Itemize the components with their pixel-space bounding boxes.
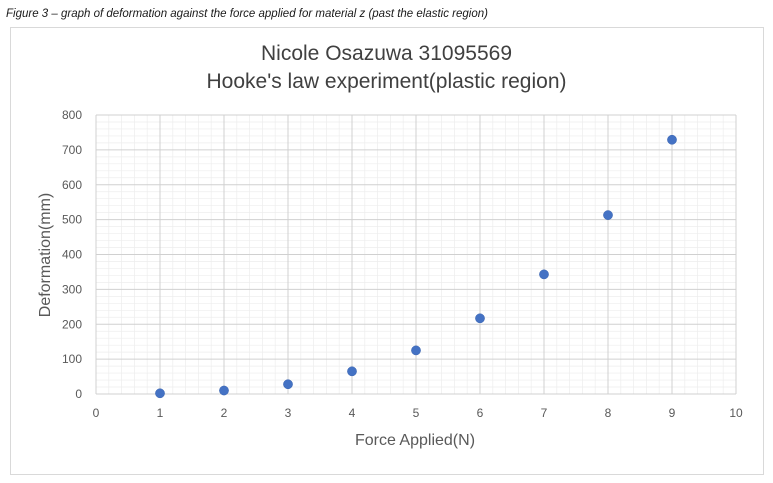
x-axis-label: Force Applied(N) — [355, 432, 475, 449]
x-tick-label: 2 — [221, 406, 228, 420]
major-gridlines — [95, 114, 737, 395]
y-tick-label: 300 — [62, 282, 82, 296]
x-tick-label: 9 — [669, 406, 676, 420]
x-tick-label: 3 — [285, 406, 292, 420]
y-tick-label: 400 — [62, 248, 82, 262]
data-point — [411, 345, 421, 356]
y-tick-label: 100 — [62, 352, 82, 366]
chart-title-line-1: Nicole Osazuwa 31095569 — [261, 42, 512, 65]
data-point — [347, 366, 357, 377]
x-tick-label: 6 — [477, 406, 484, 420]
y-tick-label: 0 — [75, 387, 82, 401]
data-point — [603, 210, 613, 220]
y-tick-labels: 0 100 200 300 400 500 600 700 800 — [62, 108, 82, 401]
y-tick-label: 200 — [62, 317, 82, 331]
data-point — [155, 388, 165, 399]
x-tick-label: 4 — [349, 406, 356, 420]
x-tick-label: 1 — [157, 406, 164, 420]
x-tick-labels: 0 1 2 3 4 5 6 7 8 9 10 — [93, 406, 743, 420]
x-tick-label: 5 — [413, 406, 420, 420]
y-tick-label: 500 — [62, 213, 82, 227]
data-point — [539, 269, 549, 280]
figure-caption: Figure 3 – graph of deformation against … — [6, 8, 488, 20]
chart-title-line-2: Hooke's law experiment(plastic region) — [206, 70, 567, 93]
data-point — [475, 313, 485, 324]
chart-frame — [10, 27, 764, 475]
data-point — [667, 134, 677, 145]
x-tick-label: 8 — [605, 406, 612, 420]
y-tick-label: 700 — [62, 143, 82, 157]
data-point — [219, 385, 229, 396]
x-tick-label: 10 — [729, 406, 743, 420]
data-point — [283, 379, 293, 390]
y-axis-label: Deformation(mm) — [37, 193, 54, 317]
x-tick-label: 7 — [541, 406, 548, 420]
y-tick-label: 800 — [62, 108, 82, 122]
x-tick-label: 0 — [93, 406, 100, 420]
data-points — [155, 134, 677, 399]
y-tick-label: 600 — [62, 178, 82, 192]
